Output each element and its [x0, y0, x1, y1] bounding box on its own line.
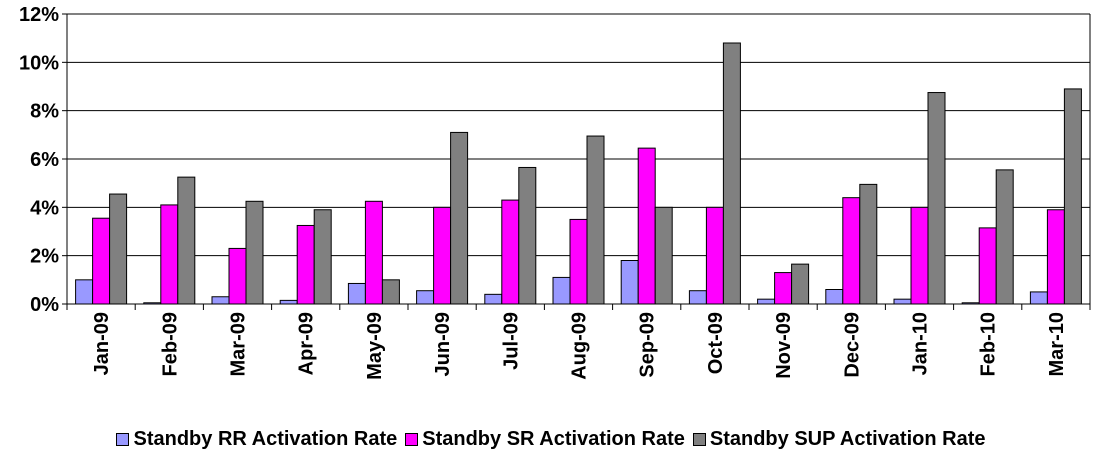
bar-sr: [705, 206, 724, 305]
bar-sr: [910, 206, 929, 305]
bar-rr: [279, 299, 298, 305]
bar-sup: [518, 166, 537, 305]
x-tick-label: Mar-09: [228, 312, 250, 376]
bars: [75, 42, 1082, 305]
y-tick-label: 12%: [19, 4, 59, 26]
x-tick-label: Dec-09: [841, 312, 863, 378]
bar-rr: [893, 298, 912, 305]
axes: [62, 13, 1091, 310]
legend-item-sr: Standby SR Activation Rate: [405, 428, 685, 451]
legend-label-sr: Standby SR Activation Rate: [422, 427, 685, 450]
bar-sr: [92, 217, 111, 305]
y-tick-label: 10%: [19, 52, 59, 74]
bar-rr: [552, 276, 571, 305]
bar-sup: [313, 209, 332, 305]
bar-sup: [859, 183, 878, 305]
y-tick-label: 8%: [30, 101, 59, 123]
bar-sr: [774, 272, 793, 305]
bar-rr: [620, 260, 639, 305]
x-tick-label: Feb-09: [159, 312, 181, 376]
bar-sup: [586, 135, 605, 305]
y-tick-label: 0%: [30, 294, 59, 316]
legend-swatch-sr: [405, 432, 419, 446]
bar-sr: [637, 147, 656, 305]
bar-rr: [825, 289, 844, 305]
legend-item-rr: Standby RR Activation Rate: [116, 428, 397, 451]
bar-rr: [484, 293, 503, 305]
legend-label-rr: Standby RR Activation Rate: [133, 427, 398, 450]
bar-rr: [211, 296, 230, 305]
x-tick-labels: Jan-09 Feb-09 Mar-09 Apr-09 May-09 Jun-09 Jul-…: [91, 312, 1068, 380]
legend-item-sup: Standby SUP Activation Rate: [692, 427, 986, 451]
bar-rr: [757, 298, 776, 305]
bar-sup: [995, 169, 1014, 305]
bar-chart: 0% 2% 4% 6% 8% 10% 12% Jan-09 Feb-09 Mar-09 Apr-0…: [19, 4, 1091, 380]
bar-sup: [1063, 88, 1082, 305]
bar-sr: [978, 227, 997, 305]
x-tick-label: Apr-09: [296, 312, 318, 375]
bar-sr: [1046, 209, 1065, 305]
bar-rr: [347, 282, 366, 305]
bar-rr: [416, 290, 435, 305]
x-tick-label: Jul-09: [500, 312, 522, 370]
x-tick-label: Mar-10: [1046, 312, 1068, 376]
y-tick-label: 4%: [30, 197, 59, 219]
legend-swatch-rr: [116, 432, 130, 446]
x-tick-label: Oct-09: [705, 312, 727, 374]
bar-sup: [722, 42, 741, 305]
bar-sup: [450, 131, 469, 305]
bar-sup: [791, 263, 810, 305]
x-tick-label: May-09: [364, 312, 386, 380]
bar-sup: [654, 206, 673, 305]
x-tick-label: Jun-09: [432, 312, 454, 376]
x-tick-label: Jan-09: [91, 312, 113, 375]
bar-sr: [501, 199, 520, 305]
x-tick-label: Nov-09: [773, 312, 795, 379]
bar-sr: [433, 206, 452, 305]
bar-sr: [364, 200, 383, 305]
bar-sr: [842, 197, 861, 305]
bar-sr: [228, 247, 247, 305]
bar-rr: [75, 279, 94, 305]
bar-sr: [569, 218, 588, 305]
y-tick-labels: 0% 2% 4% 6% 8% 10% 12%: [19, 4, 59, 316]
bar-sup: [381, 279, 400, 305]
legend: Standby RR Activation Rate Standby SR Ac…: [0, 425, 1102, 453]
y-tick-label: 6%: [30, 149, 59, 171]
bar-sup: [109, 193, 128, 305]
legend-swatch-sup: [692, 432, 706, 446]
legend-label-sup: Standby SUP Activation Rate: [709, 427, 986, 450]
x-tick-label: Jan-10: [910, 312, 932, 375]
bar-sup: [177, 176, 196, 305]
bar-sup: [927, 92, 946, 305]
bar-sr: [160, 204, 179, 305]
x-tick-label: Sep-09: [637, 312, 659, 378]
bar-sup: [245, 200, 264, 305]
x-tick-label: Aug-09: [569, 312, 591, 380]
x-tick-label: Feb-10: [978, 312, 1000, 376]
bar-rr: [688, 290, 707, 305]
y-tick-label: 2%: [30, 246, 59, 268]
bar-sr: [296, 224, 315, 305]
bar-rr: [1029, 291, 1048, 305]
